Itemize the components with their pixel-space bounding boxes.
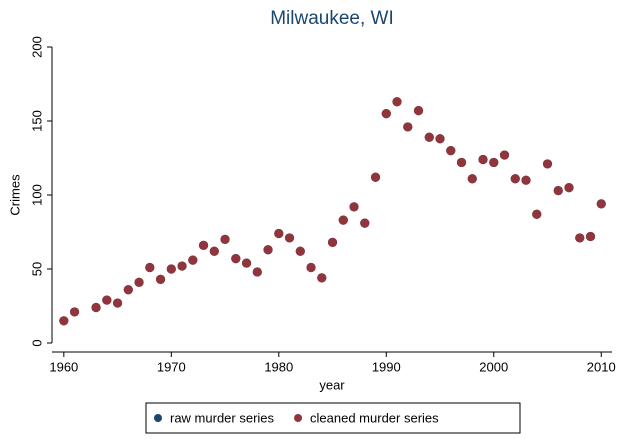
point xyxy=(521,175,531,185)
point xyxy=(349,202,359,212)
point xyxy=(188,255,198,265)
point xyxy=(59,316,69,326)
point xyxy=(575,233,585,243)
point xyxy=(370,172,381,182)
x-tick-label: 1970 xyxy=(157,359,186,374)
point xyxy=(123,285,133,295)
y-tick-label: 200 xyxy=(29,36,44,58)
point xyxy=(456,157,467,168)
point xyxy=(231,254,241,264)
point xyxy=(91,302,101,313)
point xyxy=(198,240,209,250)
chart-title: Milwaukee, WI xyxy=(270,8,394,29)
point xyxy=(69,307,80,317)
point xyxy=(327,237,338,247)
point xyxy=(489,157,499,168)
y-tick-label: 100 xyxy=(29,184,44,206)
point xyxy=(317,273,327,283)
point xyxy=(241,258,252,268)
point xyxy=(499,150,510,160)
point xyxy=(263,245,273,255)
legend-marker xyxy=(294,414,303,422)
y-tick-label: 0 xyxy=(29,339,44,346)
y-tick-label: 150 xyxy=(29,110,44,132)
point xyxy=(542,159,553,169)
point xyxy=(553,185,563,196)
point xyxy=(166,264,176,274)
x-axis-title: year xyxy=(319,377,345,392)
x-tick-label: 1990 xyxy=(372,359,401,374)
point xyxy=(134,277,144,287)
point xyxy=(564,183,574,193)
point xyxy=(112,298,123,308)
y-axis-title: Crimes xyxy=(7,174,22,216)
point xyxy=(360,218,370,228)
legend-label: raw murder series xyxy=(170,410,275,425)
point xyxy=(435,134,445,144)
point xyxy=(467,174,477,184)
point xyxy=(274,228,284,239)
x-tick-label: 2010 xyxy=(587,359,616,374)
point xyxy=(381,109,391,119)
point xyxy=(102,295,112,305)
x-tick-label: 1960 xyxy=(49,359,78,374)
x-tick-label: 2000 xyxy=(479,359,508,374)
point xyxy=(145,262,155,273)
point xyxy=(532,209,542,219)
point xyxy=(478,154,488,165)
point xyxy=(284,233,295,243)
legend-marker xyxy=(154,414,162,422)
x-tick-label: 1980 xyxy=(264,359,293,374)
point xyxy=(306,262,316,273)
point xyxy=(446,146,456,156)
point xyxy=(155,274,166,284)
point xyxy=(295,246,305,256)
point xyxy=(424,132,434,142)
point xyxy=(392,97,402,107)
legend xyxy=(145,402,521,434)
point xyxy=(510,174,520,184)
point xyxy=(403,122,413,132)
point xyxy=(252,267,262,277)
point xyxy=(338,215,348,225)
point xyxy=(413,106,424,116)
y-tick-label: 50 xyxy=(29,262,44,276)
point xyxy=(220,234,230,244)
legend-label: cleaned murder series xyxy=(310,410,439,425)
point xyxy=(177,261,187,271)
point xyxy=(209,246,219,256)
point xyxy=(596,199,606,209)
point xyxy=(585,231,596,242)
